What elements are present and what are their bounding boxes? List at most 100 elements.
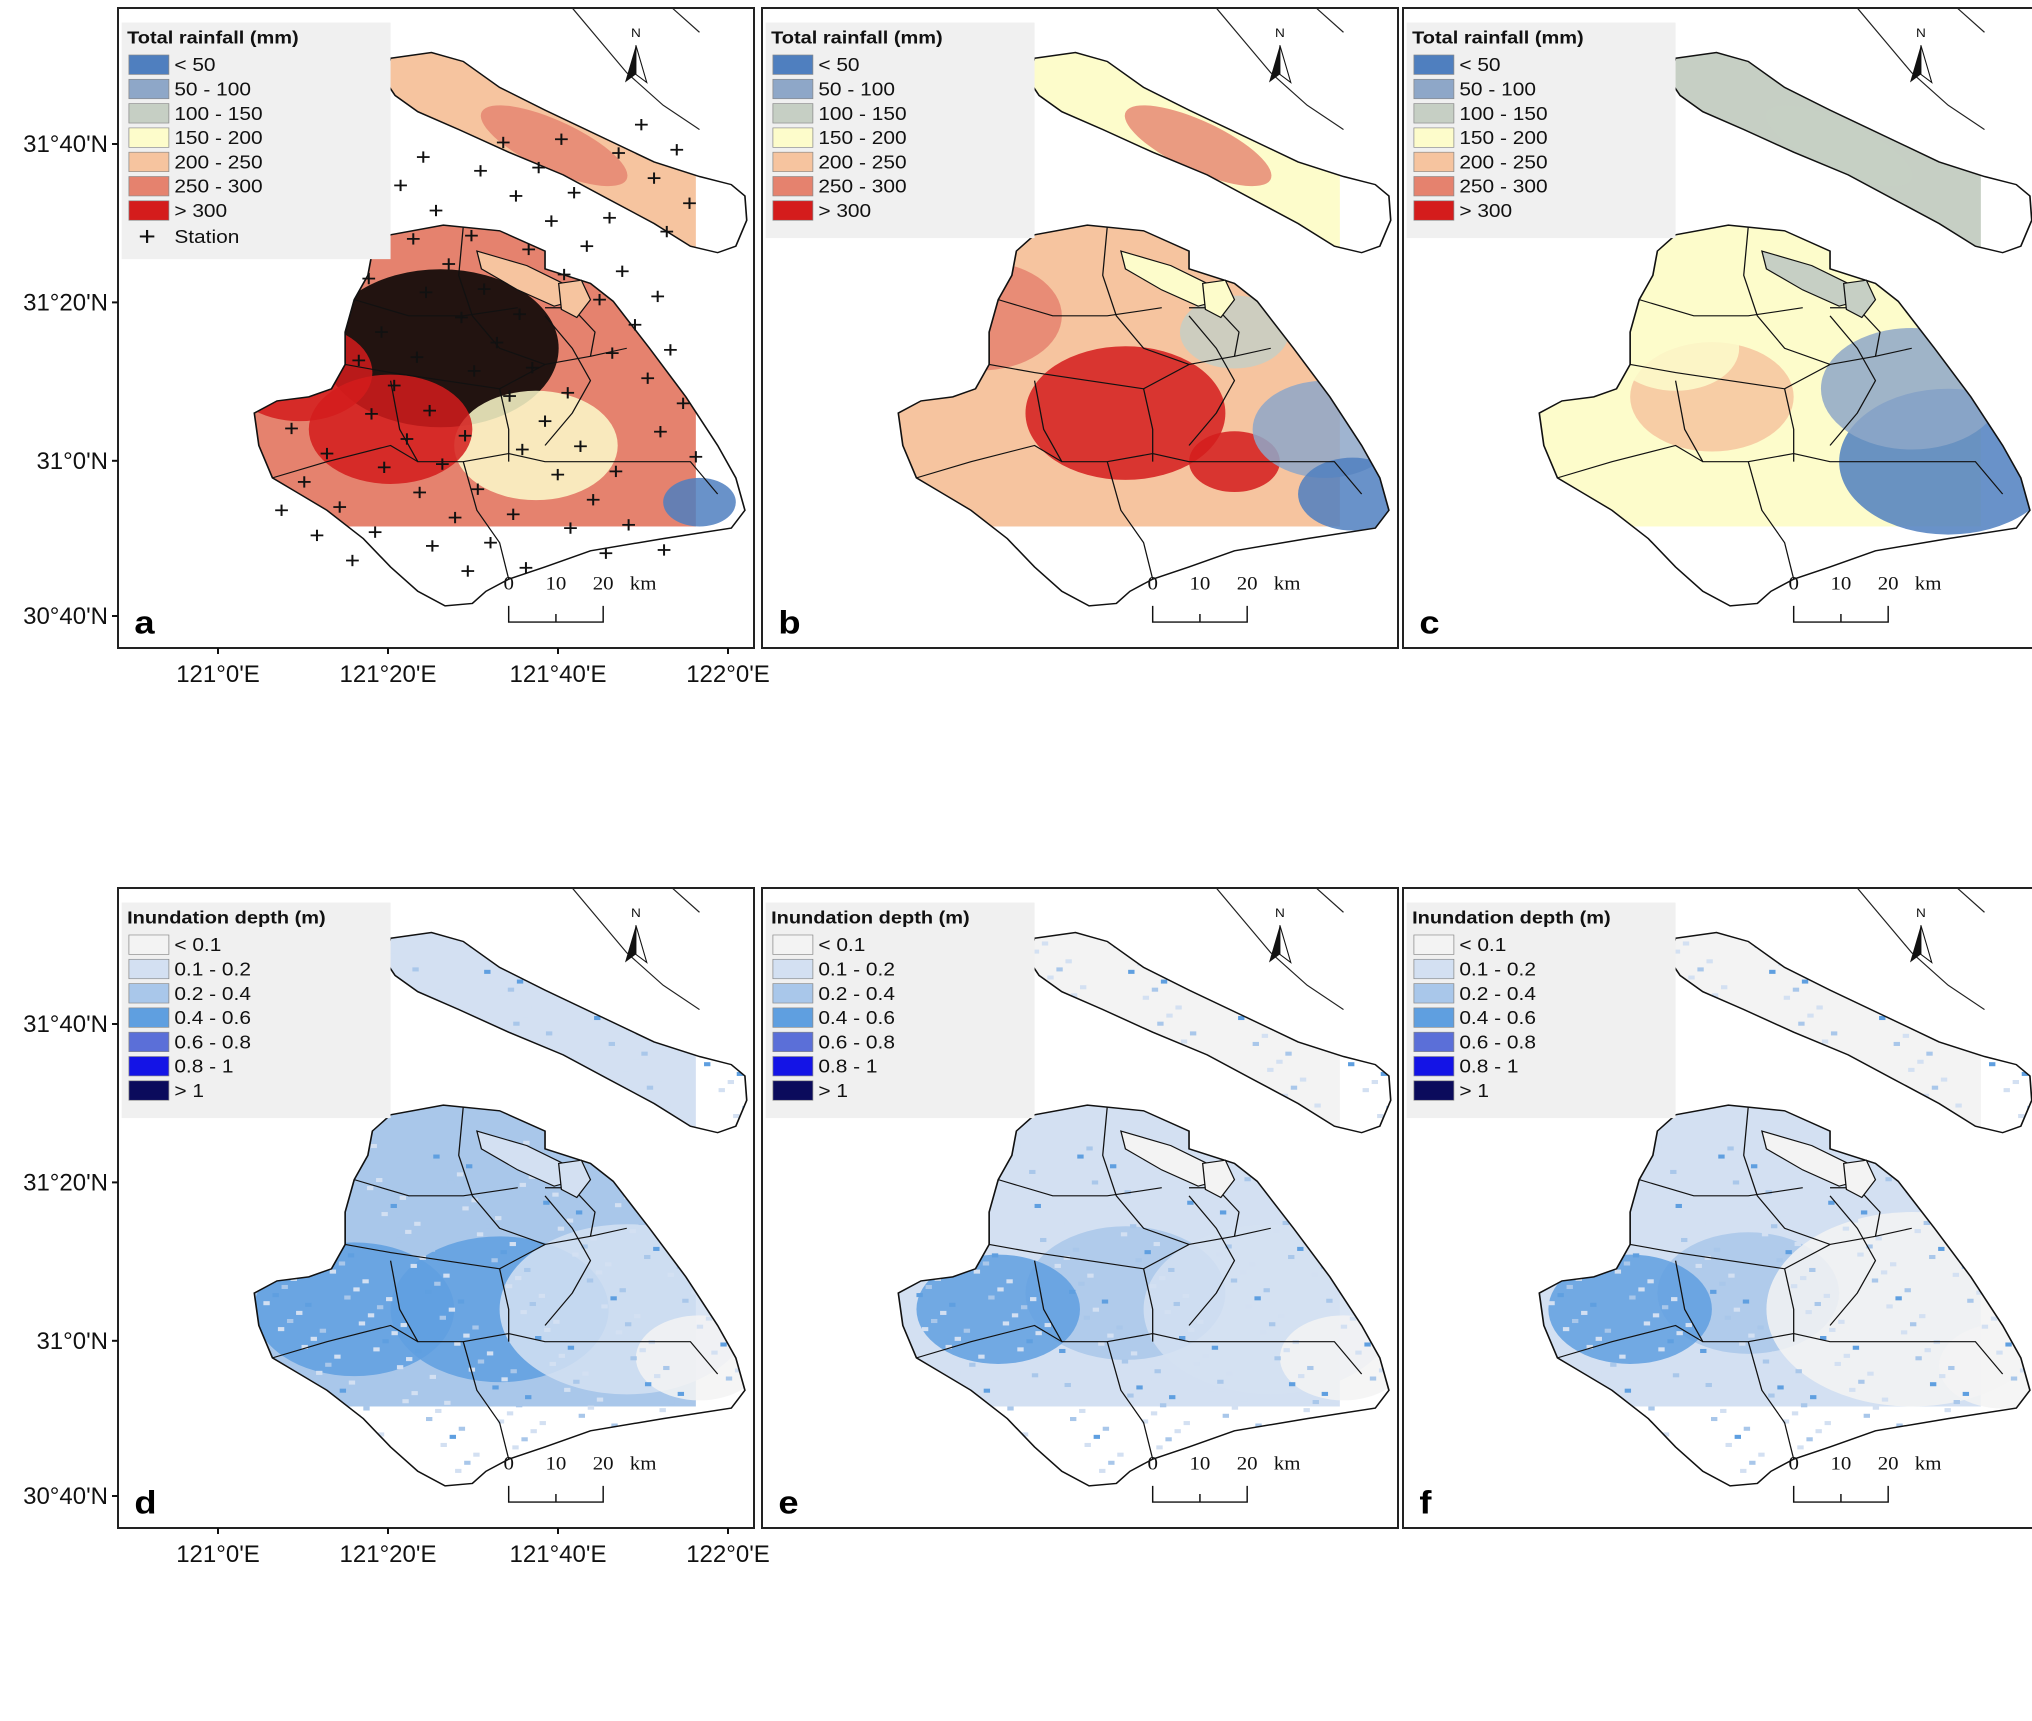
scale-bar-label: 0 bbox=[503, 1454, 514, 1475]
depth-cell bbox=[1351, 1020, 1359, 1025]
depth-cell bbox=[538, 1293, 546, 1298]
depth-cell bbox=[996, 1160, 1003, 1165]
depth-cell bbox=[1157, 1021, 1164, 1026]
panel-frame bbox=[117, 887, 755, 1529]
depth-cell bbox=[991, 1126, 997, 1130]
panel-content: Total rainfall (mm) < 50 50 - 100 100 - 150… bbox=[1406, 7, 2032, 641]
depth-cell bbox=[1252, 1041, 1259, 1046]
district-boundary bbox=[989, 1243, 1190, 1270]
depth-cell bbox=[1167, 1140, 1174, 1145]
station-marker bbox=[429, 204, 443, 217]
depth-cell bbox=[1334, 1163, 1341, 1168]
depth-cell bbox=[447, 1180, 455, 1185]
depth-cell bbox=[1057, 1094, 1064, 1099]
depth-cell bbox=[1196, 1192, 1203, 1197]
station-marker bbox=[471, 483, 485, 495]
depth-cell bbox=[973, 1269, 981, 1274]
depth-cell bbox=[397, 941, 405, 946]
depth-cell bbox=[1788, 1080, 1795, 1085]
depth-cell bbox=[725, 1376, 733, 1381]
depth-cell bbox=[1999, 1181, 2006, 1186]
depth-cell bbox=[392, 1458, 399, 1463]
depth-cell bbox=[744, 1360, 745, 1365]
depth-cell bbox=[1188, 1327, 1195, 1332]
depth-cell bbox=[376, 1305, 384, 1310]
depth-cell bbox=[617, 1033, 625, 1038]
depth-cell bbox=[1080, 985, 1087, 990]
depth-cell bbox=[1909, 1322, 1917, 1327]
depth-cell bbox=[1838, 1319, 1845, 1324]
depth-legend: Inundation depth (m) < 0.1 0.1 - 0.2 0.2 - … bbox=[1406, 902, 1676, 1119]
depth-cell bbox=[1231, 1405, 1239, 1410]
depth-cell bbox=[1662, 1432, 1670, 1437]
small-island bbox=[1201, 1159, 1236, 1199]
depth-cell bbox=[1209, 1091, 1217, 1096]
depth-cell bbox=[983, 1388, 991, 1393]
legend-class-label: 0.4 - 0.6 bbox=[818, 1008, 895, 1029]
depth-cell bbox=[1347, 1485, 1354, 1486]
depth-cell bbox=[520, 1310, 527, 1315]
depth-cell bbox=[309, 1209, 317, 1214]
depth-cell bbox=[524, 1267, 531, 1272]
depth-cell bbox=[1996, 1350, 2003, 1355]
depth-cell bbox=[1677, 1458, 1684, 1463]
depth-cell bbox=[1614, 1269, 1622, 1274]
depth-cell bbox=[1222, 1413, 1230, 1418]
depth-cell bbox=[1135, 1258, 1142, 1263]
depth-cell bbox=[1138, 1088, 1145, 1093]
district-boundary bbox=[544, 1195, 592, 1326]
depth-cell bbox=[1127, 1393, 1134, 1398]
depth-cell bbox=[1739, 1341, 1746, 1346]
depth-cell bbox=[1771, 1351, 1779, 1356]
district-boundary bbox=[1783, 388, 1795, 462]
depth-cell bbox=[1109, 1037, 1116, 1042]
depth-cell bbox=[1865, 1117, 1872, 1122]
depth-cell bbox=[1787, 953, 1794, 958]
depth-cell bbox=[557, 1226, 565, 1231]
depth-cell bbox=[1246, 1431, 1253, 1436]
estuary-line bbox=[1856, 7, 1985, 130]
depth-cell bbox=[1907, 940, 1914, 945]
depth-cell bbox=[638, 1220, 645, 1226]
depth-cell bbox=[696, 1324, 704, 1329]
depth-cell bbox=[1853, 1472, 1861, 1477]
legend-swatch bbox=[1413, 176, 1455, 197]
depth-cell bbox=[1692, 1060, 1700, 1065]
station-marker bbox=[574, 440, 587, 452]
depth-cell bbox=[1268, 1322, 1276, 1327]
depth-cell bbox=[1006, 1279, 1013, 1284]
depth-cell bbox=[1340, 1324, 1348, 1329]
depth-cell bbox=[2010, 1376, 2018, 1381]
depth-cell bbox=[921, 1327, 929, 1332]
depth-cell bbox=[1326, 1298, 1333, 1303]
depth-cell bbox=[329, 1269, 337, 1274]
depth-cell bbox=[953, 1209, 961, 1214]
value-zone bbox=[454, 390, 618, 501]
depth-cell bbox=[512, 1445, 519, 1450]
station-marker bbox=[365, 408, 378, 420]
depth-cell bbox=[671, 1230, 678, 1235]
depth-cell bbox=[1651, 1186, 1659, 1191]
depth-cell bbox=[1154, 1369, 1161, 1374]
depth-cell bbox=[464, 1460, 471, 1465]
depth-cell bbox=[583, 947, 590, 952]
depth-cell bbox=[1970, 1256, 1978, 1261]
depth-cell bbox=[513, 1021, 520, 1026]
depth-cell bbox=[631, 1483, 638, 1486]
depth-cell bbox=[1085, 1019, 1092, 1024]
depth-cell bbox=[564, 1387, 571, 1392]
station-marker bbox=[467, 365, 481, 377]
depth-cell bbox=[618, 1161, 625, 1166]
district-boundary bbox=[998, 299, 1162, 317]
depth-cell bbox=[1018, 1474, 1025, 1479]
depth-cell bbox=[720, 1342, 727, 1347]
panel-letter: a bbox=[134, 605, 155, 641]
depth-cell bbox=[1108, 1460, 1115, 1465]
depth-cell bbox=[1083, 1315, 1090, 1320]
depth-cell bbox=[1354, 1223, 1361, 1228]
depth-cell bbox=[281, 1284, 288, 1290]
depth-cell bbox=[1969, 1129, 1977, 1133]
depth-cell bbox=[1882, 973, 1890, 978]
depth-cell bbox=[505, 1284, 513, 1289]
district-boundary bbox=[1152, 1333, 1363, 1375]
